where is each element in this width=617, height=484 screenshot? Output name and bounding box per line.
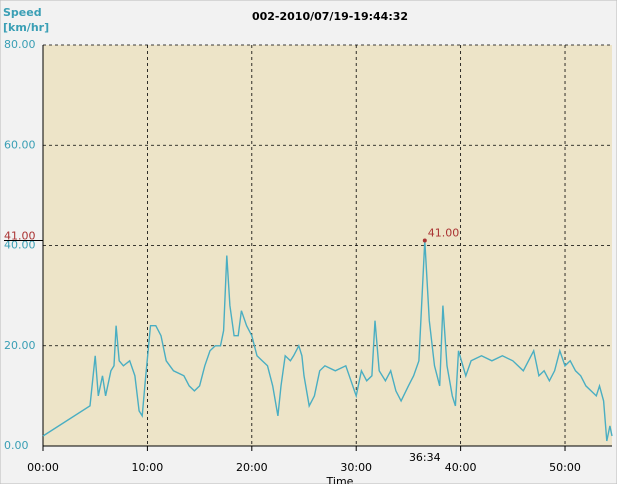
y-tick-label: 20.00 bbox=[4, 339, 36, 352]
peak-label: 41.00 bbox=[428, 226, 460, 239]
x-tick-label: 00:00 bbox=[27, 461, 59, 474]
y-label: [km/hr] bbox=[3, 21, 49, 34]
speed-line bbox=[42, 240, 613, 442]
peak-y-label: 41.00 bbox=[4, 229, 36, 242]
x-tick-label: 10:00 bbox=[132, 461, 164, 474]
x-label: Time bbox=[326, 475, 354, 484]
x-tick-label: 40:00 bbox=[445, 461, 477, 474]
y-tick-label: 0.00 bbox=[4, 439, 29, 452]
x-tick-label: 30:00 bbox=[340, 461, 372, 474]
chart-title: 002-2010/07/19-19:44:32 bbox=[252, 10, 408, 23]
y-label: Speed bbox=[3, 6, 42, 19]
y-tick-label: 60.00 bbox=[4, 138, 36, 151]
peak-x-label: 36:34 bbox=[409, 451, 441, 464]
y-tick-label: 80.00 bbox=[4, 38, 36, 51]
x-tick-label: 50:00 bbox=[549, 461, 581, 474]
y-tick-label: 40.00 bbox=[4, 239, 36, 252]
peak-marker bbox=[422, 238, 427, 243]
x-tick-label: 20:00 bbox=[236, 461, 268, 474]
